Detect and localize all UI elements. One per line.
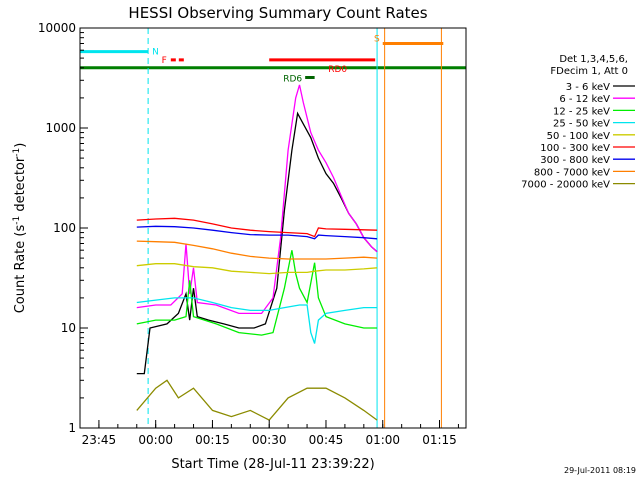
series-line-3 bbox=[136, 297, 378, 344]
plot-area: N S F RD0 RD6 bbox=[80, 28, 466, 428]
flag-label-s: S bbox=[374, 34, 380, 44]
flag-label-rd0: RD0 bbox=[328, 65, 347, 75]
legend-entry-label: 7000 - 20000 keV bbox=[521, 180, 610, 191]
series-line-5 bbox=[136, 217, 378, 238]
chart-title: HESSI Observing Summary Count Rates bbox=[128, 4, 427, 22]
series-line-7 bbox=[136, 240, 378, 260]
x-tick-label: 00:45 bbox=[309, 433, 344, 447]
y-tick-label: 1000 bbox=[45, 121, 76, 135]
legend-entry-label: 12 - 25 keV bbox=[553, 106, 610, 117]
x-tick-label: 00:00 bbox=[138, 433, 173, 447]
generated-timestamp: 29-Jul-2011 08:19 bbox=[564, 466, 636, 475]
y-tick-label: 100 bbox=[53, 221, 76, 235]
flag-label-f: F bbox=[162, 56, 167, 66]
legend-entry-label: 800 - 7000 keV bbox=[534, 167, 610, 178]
legend-header-line: FDecim 1, Att 0 bbox=[550, 66, 628, 77]
legend-header-line: Det 1,3,4,5,6, bbox=[559, 54, 628, 65]
legend-entry-label: 300 - 800 keV bbox=[540, 155, 610, 166]
x-tick-label: 01:00 bbox=[365, 433, 400, 447]
legend-entry-label: 100 - 300 keV bbox=[540, 143, 610, 154]
legend-entry-label: 50 - 100 keV bbox=[547, 131, 611, 142]
series-line-4 bbox=[136, 263, 378, 275]
x-tick-label: 23:45 bbox=[82, 433, 117, 447]
legend-entry-label: 3 - 6 keV bbox=[566, 82, 610, 93]
series-line-8 bbox=[136, 379, 378, 421]
y-axis: 1 10 100 1000 10000 bbox=[38, 21, 88, 435]
y-tick-label: 1 bbox=[68, 421, 76, 435]
series-line-1 bbox=[136, 84, 378, 315]
x-tick-label: 01:15 bbox=[422, 433, 457, 447]
series-line-2 bbox=[136, 250, 378, 336]
y-tick-label: 10 bbox=[61, 321, 76, 335]
x-tick-label: 00:30 bbox=[252, 433, 287, 447]
y-axis-label: Count Rate (s-1 detector-1) bbox=[12, 143, 28, 314]
x-axis: 23:45 00:00 00:15 00:30 00:45 01:00 01:15 bbox=[79, 420, 459, 447]
flag-label-rd6: RD6 bbox=[283, 74, 302, 84]
legend-entry-label: 25 - 50 keV bbox=[553, 119, 610, 130]
legend: Det 1,3,4,5,6,FDecim 1, Att 0 3 - 6 keV6 … bbox=[521, 54, 635, 191]
legend-entry-label: 6 - 12 keV bbox=[559, 94, 610, 105]
plot-frame bbox=[79, 27, 467, 429]
series-line-6 bbox=[136, 225, 378, 240]
y-tick-label: 10000 bbox=[38, 21, 76, 35]
flag-label-n: N bbox=[152, 48, 159, 58]
x-tick-label: 00:15 bbox=[195, 433, 230, 447]
x-axis-label: Start Time (28-Jul-11 23:39:22) bbox=[171, 457, 374, 472]
